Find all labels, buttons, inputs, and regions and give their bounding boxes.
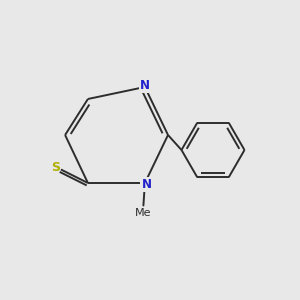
Text: N: N (140, 79, 150, 92)
Text: S: S (51, 160, 60, 174)
Text: Me: Me (135, 208, 152, 218)
Text: N: N (141, 178, 152, 191)
